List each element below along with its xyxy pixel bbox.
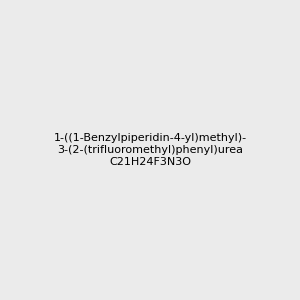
Text: 1-((1-Benzylpiperidin-4-yl)methyl)-
3-(2-(trifluoromethyl)phenyl)urea
C21H24F3N3: 1-((1-Benzylpiperidin-4-yl)methyl)- 3-(2… bbox=[53, 134, 247, 166]
